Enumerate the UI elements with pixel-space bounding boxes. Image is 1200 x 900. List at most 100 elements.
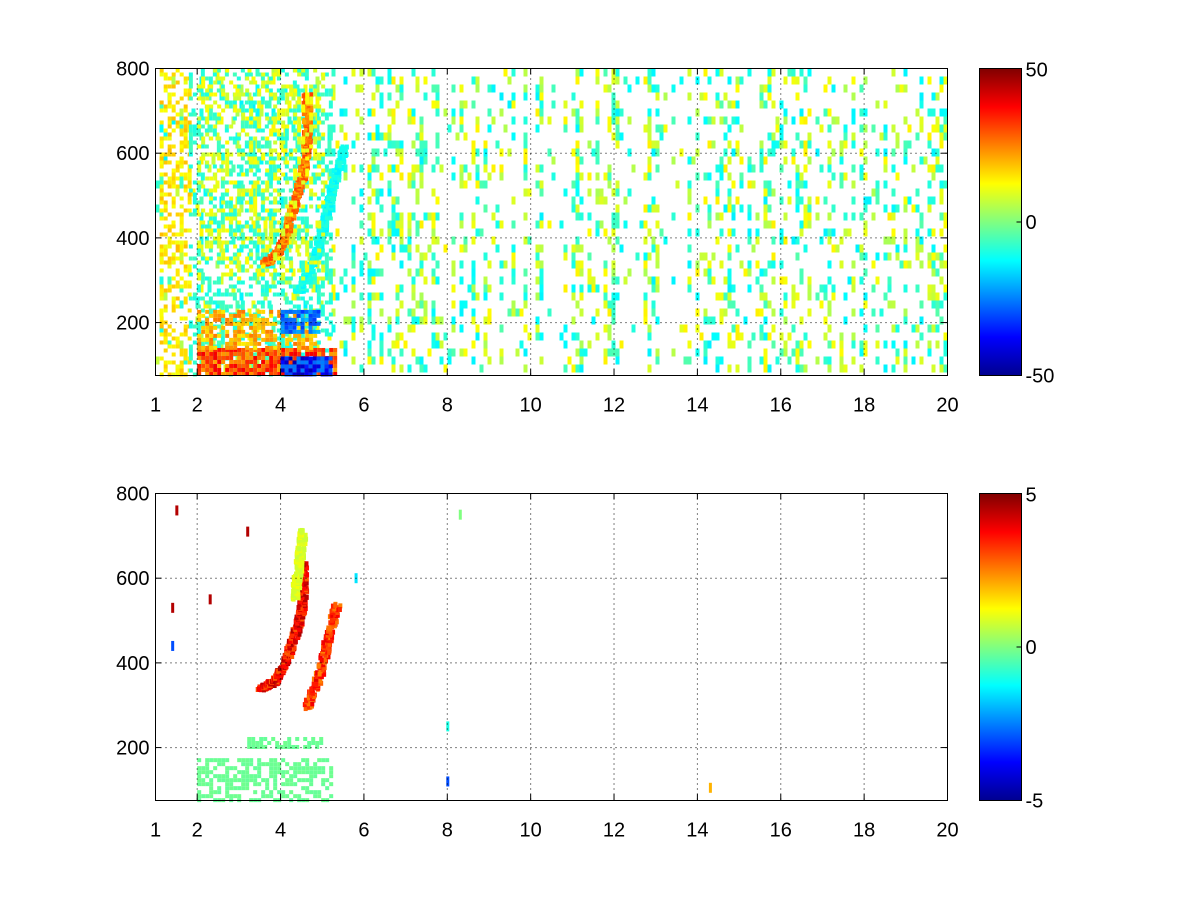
heatmap-cell bbox=[611, 276, 616, 285]
heatmap-cell bbox=[245, 371, 250, 376]
heatmap-cell bbox=[280, 325, 285, 330]
heatmap-cell bbox=[431, 84, 436, 93]
heatmap-cell bbox=[328, 160, 333, 165]
heatmap-cell bbox=[463, 180, 468, 189]
heatmap-cell bbox=[707, 116, 712, 125]
heatmap-cell bbox=[795, 340, 800, 349]
heatmap-cell bbox=[269, 363, 274, 368]
heatmap-cell bbox=[272, 164, 277, 169]
heatmap-cell bbox=[159, 256, 164, 261]
heatmap-cell bbox=[863, 108, 868, 117]
heatmap-cell bbox=[328, 136, 333, 141]
heatmap-cell bbox=[471, 340, 476, 349]
heatmap-cell bbox=[232, 292, 237, 297]
heatmap-cell bbox=[703, 348, 708, 357]
heatmap-cell bbox=[695, 228, 700, 237]
heatmap-cell bbox=[715, 92, 720, 101]
heatmap-cell bbox=[895, 204, 900, 213]
heatmap-cell bbox=[167, 120, 172, 125]
heatmap-cell bbox=[217, 112, 222, 117]
heatmap-cell bbox=[779, 164, 784, 173]
heatmap-cell bbox=[297, 345, 302, 350]
heatmap-cell bbox=[167, 180, 172, 185]
heatmap-cell bbox=[225, 367, 230, 372]
heatmap-cell bbox=[803, 164, 808, 173]
heatmap-cell bbox=[280, 317, 285, 322]
heatmap-cell bbox=[209, 770, 214, 775]
heatmap-cell bbox=[269, 92, 274, 97]
heatmap-cell bbox=[317, 790, 322, 795]
heatmap-cell bbox=[471, 236, 476, 245]
heatmap-cell bbox=[229, 208, 234, 213]
heatmap-cell bbox=[197, 272, 202, 277]
heatmap-cell bbox=[411, 324, 416, 333]
heatmap-cell bbox=[327, 213, 332, 219]
heatmap-cell bbox=[767, 84, 772, 93]
heatmap-cell bbox=[443, 108, 448, 117]
heatmap-cell bbox=[276, 136, 281, 141]
heatmap-cell bbox=[224, 212, 229, 217]
heatmap-cell bbox=[843, 364, 848, 373]
heatmap-cell bbox=[305, 252, 310, 257]
heatmap-cell bbox=[763, 180, 768, 189]
heatmap-cell bbox=[316, 340, 321, 345]
heatmap-cell bbox=[903, 84, 908, 93]
heatmap-cell bbox=[237, 321, 242, 326]
heatmap-cell bbox=[183, 132, 188, 137]
heatmap-cell bbox=[245, 355, 250, 360]
heatmap-cell bbox=[799, 348, 804, 357]
heatmap-cell bbox=[499, 356, 504, 365]
heatmap-cell bbox=[324, 88, 329, 93]
heatmap-cell bbox=[171, 304, 176, 309]
heatmap-cell bbox=[241, 770, 246, 775]
heatmap-cell bbox=[321, 236, 326, 242]
heatmap-cell bbox=[807, 68, 812, 77]
heatmap-cell bbox=[240, 264, 245, 269]
heatmap-cell bbox=[371, 148, 376, 157]
heatmap-cell bbox=[919, 300, 924, 309]
heatmap-cell bbox=[268, 88, 273, 93]
heatmap-cell bbox=[265, 778, 270, 783]
heatmap-cell bbox=[209, 228, 214, 233]
heatmap-cell bbox=[257, 333, 262, 338]
heatmap-cell bbox=[471, 212, 476, 221]
heatmap-cell bbox=[423, 276, 428, 285]
heatmap-cell bbox=[269, 762, 274, 767]
heatmap-cell bbox=[603, 68, 608, 77]
heatmap-cell bbox=[903, 284, 908, 293]
heatmap-cell bbox=[313, 88, 318, 93]
heatmap-cell bbox=[317, 104, 322, 109]
heatmap-cell bbox=[399, 212, 404, 221]
heatmap-cell bbox=[248, 196, 253, 201]
heatmap-cell bbox=[651, 276, 656, 285]
heatmap-cell bbox=[863, 292, 868, 301]
heatmap-cell bbox=[277, 112, 282, 117]
heatmap-cell bbox=[197, 164, 202, 169]
heatmap-cell bbox=[212, 292, 217, 297]
heatmap-cell bbox=[297, 341, 302, 346]
heatmap-cell bbox=[851, 332, 856, 341]
heatmap-cell bbox=[292, 360, 297, 365]
heatmap-cell bbox=[463, 132, 468, 141]
heatmap-cell bbox=[225, 782, 230, 787]
heatmap-cell bbox=[296, 372, 301, 377]
heatmap-cell bbox=[252, 260, 257, 265]
heatmap-cell bbox=[383, 132, 388, 141]
heatmap-cell bbox=[927, 284, 932, 293]
heatmap-cell bbox=[320, 156, 325, 161]
heatmap-cell bbox=[260, 276, 265, 281]
heatmap-cell bbox=[199, 228, 204, 237]
heatmap-cell bbox=[305, 248, 310, 253]
heatmap-cell bbox=[285, 92, 290, 97]
heatmap-cell bbox=[695, 348, 700, 357]
heatmap-cell bbox=[297, 100, 302, 105]
heatmap-cell bbox=[171, 116, 176, 121]
heatmap-cell bbox=[204, 340, 209, 345]
heatmap-cell bbox=[196, 320, 201, 325]
heatmap-cell bbox=[313, 192, 318, 197]
heatmap-cell bbox=[264, 160, 269, 165]
heatmap-cell bbox=[367, 108, 372, 117]
heatmap-cell bbox=[819, 284, 824, 293]
heatmap-cell bbox=[755, 212, 760, 221]
heatmap-cell bbox=[719, 172, 724, 181]
